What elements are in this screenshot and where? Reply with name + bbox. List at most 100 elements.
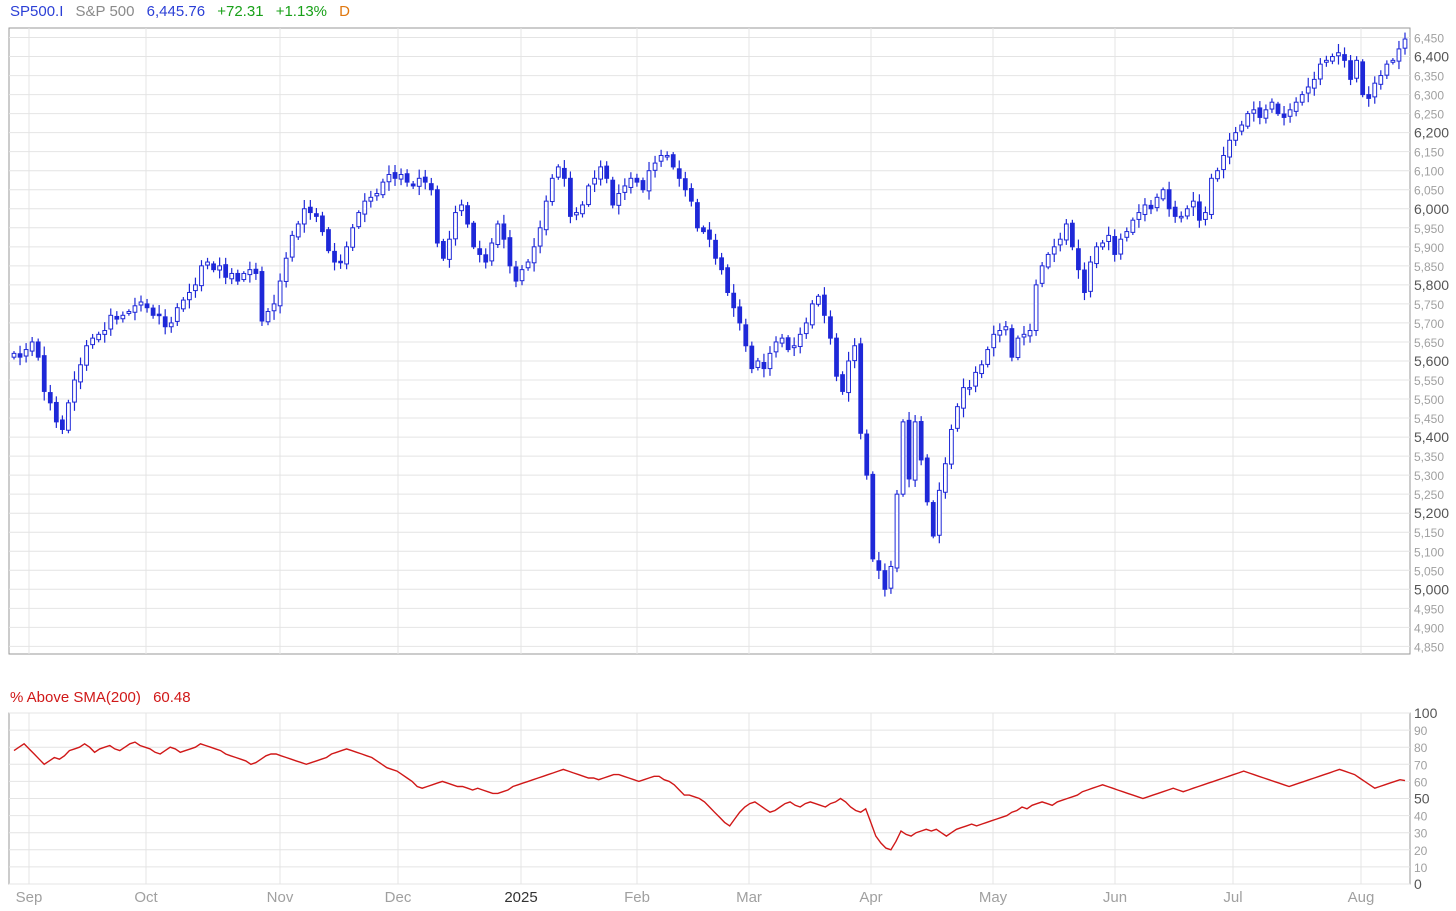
candle-body	[568, 177, 573, 217]
candle-body	[1354, 59, 1359, 79]
candle-body	[888, 565, 894, 589]
candle-body	[1148, 204, 1154, 210]
candle-body	[1033, 284, 1039, 332]
candle-body	[404, 173, 410, 183]
price-y-tick-label: 6,200	[1414, 125, 1449, 141]
candle-body	[247, 269, 253, 276]
candle-body	[870, 473, 876, 560]
price-y-tick-label: 6,450	[1414, 32, 1444, 46]
candle-body	[755, 360, 761, 368]
candle-body	[314, 213, 319, 217]
candle-body	[955, 406, 960, 429]
candle-body	[1160, 189, 1166, 200]
candle-body	[180, 299, 186, 310]
candle-body	[719, 257, 724, 271]
candle-body	[1082, 269, 1087, 293]
x-axis-month-label: Jun	[1103, 889, 1127, 906]
indicator-y-tick-label: 70	[1414, 758, 1428, 772]
candle-body	[1094, 246, 1099, 265]
candle-body	[1142, 204, 1148, 215]
candle-body	[1336, 52, 1341, 57]
candle-body	[96, 333, 102, 341]
candle-body	[864, 433, 870, 476]
candle-body	[1372, 82, 1378, 98]
candle-body	[537, 227, 543, 247]
candle-body	[1275, 103, 1281, 115]
indicator-y-tick-label: 0	[1414, 876, 1422, 892]
x-axis-month-label: Sep	[16, 889, 43, 906]
candle-body	[374, 193, 380, 197]
candle-body	[979, 364, 985, 375]
candle-body	[205, 261, 210, 266]
indicator-y-tick-label: 50	[1414, 791, 1430, 807]
candle-body	[1027, 330, 1033, 337]
candle-body	[809, 303, 815, 326]
candle-body	[1287, 109, 1293, 117]
candle-body	[985, 349, 991, 365]
price-y-tick-label: 5,850	[1414, 260, 1444, 274]
indicator-label[interactable]: % Above SMA(200)	[10, 689, 141, 706]
candle-body	[1269, 101, 1275, 110]
candle-body	[1324, 59, 1329, 63]
candle-body	[380, 181, 386, 196]
candle-body	[320, 215, 325, 233]
candle-body	[138, 301, 144, 306]
price-y-tick-label: 6,150	[1414, 146, 1444, 160]
candle-body	[1348, 60, 1353, 80]
candle-body	[525, 261, 531, 269]
candle-body	[707, 229, 712, 240]
indicator-value: 60.48	[153, 689, 191, 706]
candle-body	[561, 167, 567, 179]
candle-body	[422, 176, 428, 183]
candle-body	[332, 250, 337, 263]
x-axis-month-label: 2025	[504, 889, 537, 906]
candle-body	[840, 374, 845, 392]
candle-body	[35, 341, 41, 358]
candle-body	[749, 345, 755, 370]
indicator-y-tick-label: 60	[1414, 775, 1428, 789]
candle-body	[967, 387, 972, 390]
candle-body	[108, 314, 114, 330]
candle-body	[441, 240, 446, 259]
x-axis-month-label: May	[979, 889, 1008, 906]
candle-body	[428, 183, 434, 191]
candle-body	[815, 295, 821, 305]
candle-body	[1384, 63, 1390, 76]
candle-body	[586, 185, 591, 206]
candle-body	[1051, 246, 1057, 255]
candle-body	[676, 168, 682, 179]
candle-body	[688, 188, 694, 202]
price-panel-frame	[8, 27, 1411, 655]
candle-body	[930, 502, 936, 537]
candle-body	[616, 193, 622, 206]
price-y-tick-label: 5,050	[1414, 564, 1444, 578]
candle-body	[241, 272, 247, 281]
candle-body	[1063, 223, 1069, 241]
candle-body	[199, 265, 204, 287]
candle-body	[102, 330, 108, 335]
candle-body	[598, 166, 604, 180]
candle-body	[1039, 265, 1045, 284]
candle-body	[53, 401, 59, 423]
candle-body	[144, 303, 150, 309]
candle-body	[1190, 200, 1196, 208]
indicator-y-tick-label: 20	[1414, 844, 1428, 858]
candle-body	[961, 387, 966, 409]
candle-body	[574, 212, 579, 216]
candle-body	[447, 238, 452, 260]
period-label[interactable]: D	[339, 3, 351, 20]
candle-body	[876, 560, 882, 571]
candle-body	[846, 360, 851, 394]
symbol-label[interactable]: SP500.I	[10, 3, 64, 20]
candle-body	[66, 402, 71, 431]
price-change: +72.31	[217, 3, 264, 20]
candle-body	[1106, 234, 1112, 242]
candle-body	[1166, 189, 1172, 210]
candle-body	[295, 223, 301, 238]
candle-body	[211, 263, 216, 271]
candle-body	[398, 174, 404, 180]
candle-body	[90, 337, 95, 346]
candle-body	[1154, 196, 1160, 209]
candle-body	[1045, 253, 1051, 268]
